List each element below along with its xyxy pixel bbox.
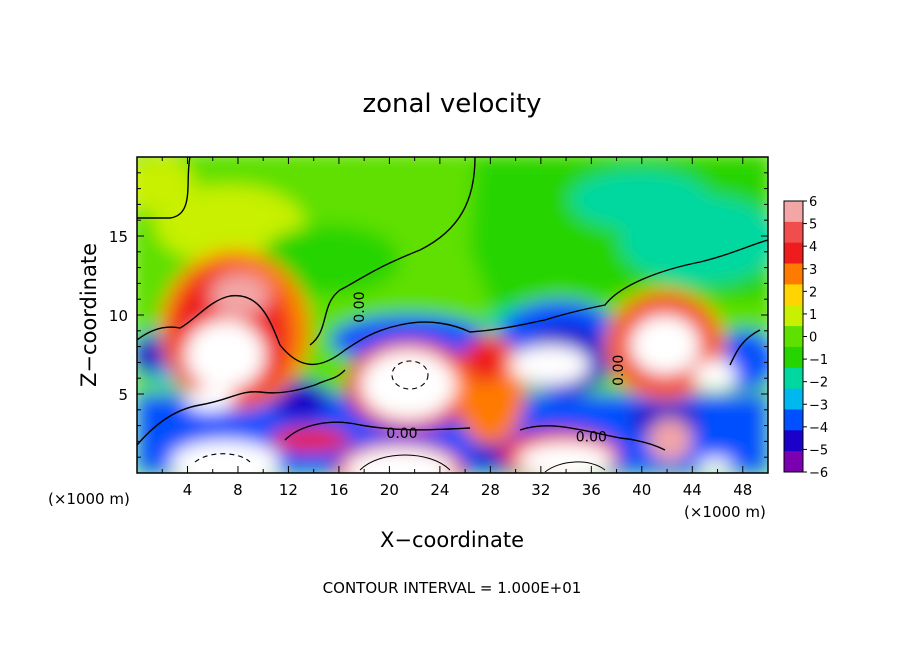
colorbar-swatch xyxy=(784,409,803,431)
colorbar-tick-label: −3 xyxy=(809,398,828,413)
colorbar-swatch xyxy=(784,346,803,369)
x-tick-label: 12 xyxy=(279,481,298,499)
contour-interval-footer: CONTOUR INTERVAL = 1.000E+01 xyxy=(323,579,582,597)
x-tick-label: 8 xyxy=(233,481,243,499)
colorbar-tick-label: 4 xyxy=(809,240,817,255)
colorbar-tick-label: 1 xyxy=(809,308,817,323)
colorbar-tick-label: −4 xyxy=(809,421,828,436)
y-tick-label: 10 xyxy=(109,307,128,325)
colorbar-tick-label: −5 xyxy=(809,443,828,458)
x-axis-label: X−coordinate xyxy=(380,528,524,552)
colorbar-tick-label: 6 xyxy=(809,195,817,210)
colorbar-swatch xyxy=(784,242,803,265)
x-tick-label: 20 xyxy=(380,481,399,499)
x-tick-label: 40 xyxy=(632,481,651,499)
y-axis-label: Z−coordinate xyxy=(77,243,101,387)
colorbar-swatch xyxy=(784,430,803,452)
colorbar-tick-label: −2 xyxy=(809,376,828,391)
chart-title: zonal velocity xyxy=(362,89,541,119)
x-tick-label: 16 xyxy=(329,481,348,499)
colorbar-swatch xyxy=(784,305,803,327)
colorbar-tick-label: 5 xyxy=(809,218,817,233)
x-tick-label: 24 xyxy=(430,481,449,499)
y-tick-label: 15 xyxy=(109,228,128,246)
x-tick-label: 36 xyxy=(582,481,601,499)
x-tick-label: 48 xyxy=(733,481,752,499)
colorbar-swatch xyxy=(784,284,803,306)
contour-label: 0.00 xyxy=(611,355,627,386)
colorbar-tick-label: 0 xyxy=(809,331,817,346)
y-tick-label: 5 xyxy=(118,386,128,404)
x-unit-right: (×1000 m) xyxy=(684,503,766,521)
colorbar-swatch xyxy=(784,221,803,244)
contour-label: 0.00 xyxy=(352,292,368,323)
colorbar-swatch xyxy=(784,367,803,390)
x-tick-label: 32 xyxy=(531,481,550,499)
colorbar-tick-label: −6 xyxy=(809,466,828,481)
contour-label: 0.00 xyxy=(576,429,607,445)
colorbar: 6 5 4 3 2 1 0 −1 −2 −3 −4 −5 −6 xyxy=(783,195,828,481)
contour-label: 0.00 xyxy=(386,426,417,442)
colorbar-tick-label: −1 xyxy=(809,353,828,368)
colorbar-tick-label: 3 xyxy=(809,263,817,278)
colorbar-swatch xyxy=(784,326,803,348)
colorbar-swatch xyxy=(784,388,803,410)
colorbar-swatch xyxy=(784,263,803,285)
x-unit-left: (×1000 m) xyxy=(48,490,130,508)
heatmap-field: 0.00 0.00 0.00 0.00 xyxy=(137,157,768,473)
colorbar-swatch xyxy=(784,201,803,223)
colorbar-swatch xyxy=(784,451,803,473)
x-tick-label: 4 xyxy=(183,481,193,499)
x-tick-label: 28 xyxy=(481,481,500,499)
x-tick-label: 44 xyxy=(683,481,702,499)
colorbar-tick-label: 2 xyxy=(809,285,817,300)
